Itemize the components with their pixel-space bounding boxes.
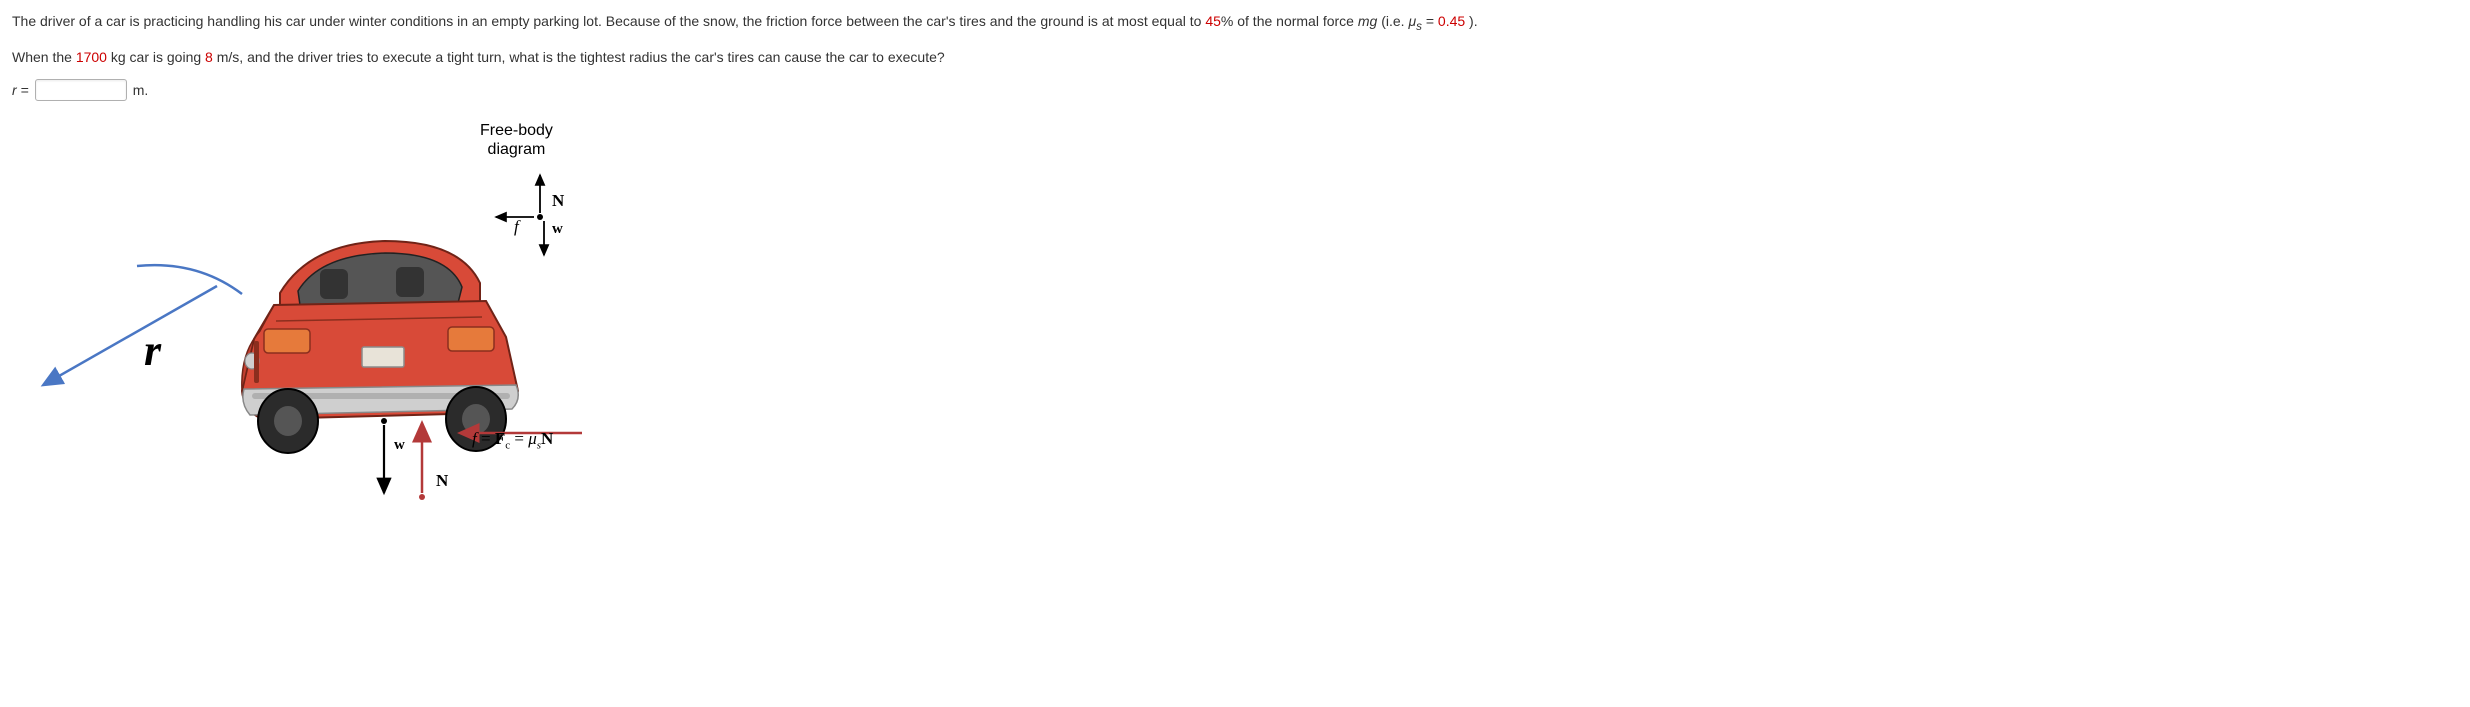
text: % of the normal force (1221, 13, 1358, 29)
bottom-equation: f = Fc = μsN (472, 425, 553, 455)
text: ). (1465, 13, 1477, 29)
text: The driver of a car is practicing handli… (12, 13, 1205, 29)
eq-eq2: = (510, 429, 528, 448)
text: = (1422, 13, 1438, 29)
mu-value: 0.45 (1438, 13, 1465, 29)
fb-title-2: diagram (488, 141, 546, 158)
mu-symbol: μ (1408, 13, 1416, 29)
radius-input[interactable] (35, 79, 127, 101)
text: m/s, and the driver tries to execute a t… (213, 49, 945, 65)
text: kg car is going (107, 49, 205, 65)
problem-paragraph-2: When the 1700 kg car is going 8 m/s, and… (12, 46, 2458, 68)
bottom-w-label: w (394, 433, 405, 457)
eq-Fc: F (495, 429, 505, 448)
free-body-title: Free-body diagram (480, 121, 553, 159)
mass-value: 1700 (76, 49, 107, 65)
answer-row: r = m. (12, 79, 2458, 101)
text: When the (12, 49, 76, 65)
text: (i.e. (1377, 13, 1408, 29)
eq-N: N (541, 429, 553, 448)
bottom-N-label: N (436, 467, 448, 494)
problem-paragraph-1: The driver of a car is practicing handli… (12, 10, 2458, 36)
eq-mu: μ (528, 429, 537, 448)
figure: Free-body diagram N f w r (32, 121, 672, 521)
fb-N-label: N (552, 187, 564, 214)
eq-eq1: = (477, 429, 495, 448)
fb-title-1: Free-body (480, 122, 553, 139)
r-label: r (144, 316, 161, 386)
mg-symbol: mg (1358, 13, 1377, 29)
answer-prefix: r = (12, 79, 29, 101)
percent-value: 45 (1205, 13, 1221, 29)
answer-unit: m. (133, 79, 149, 101)
speed-value: 8 (205, 49, 213, 65)
